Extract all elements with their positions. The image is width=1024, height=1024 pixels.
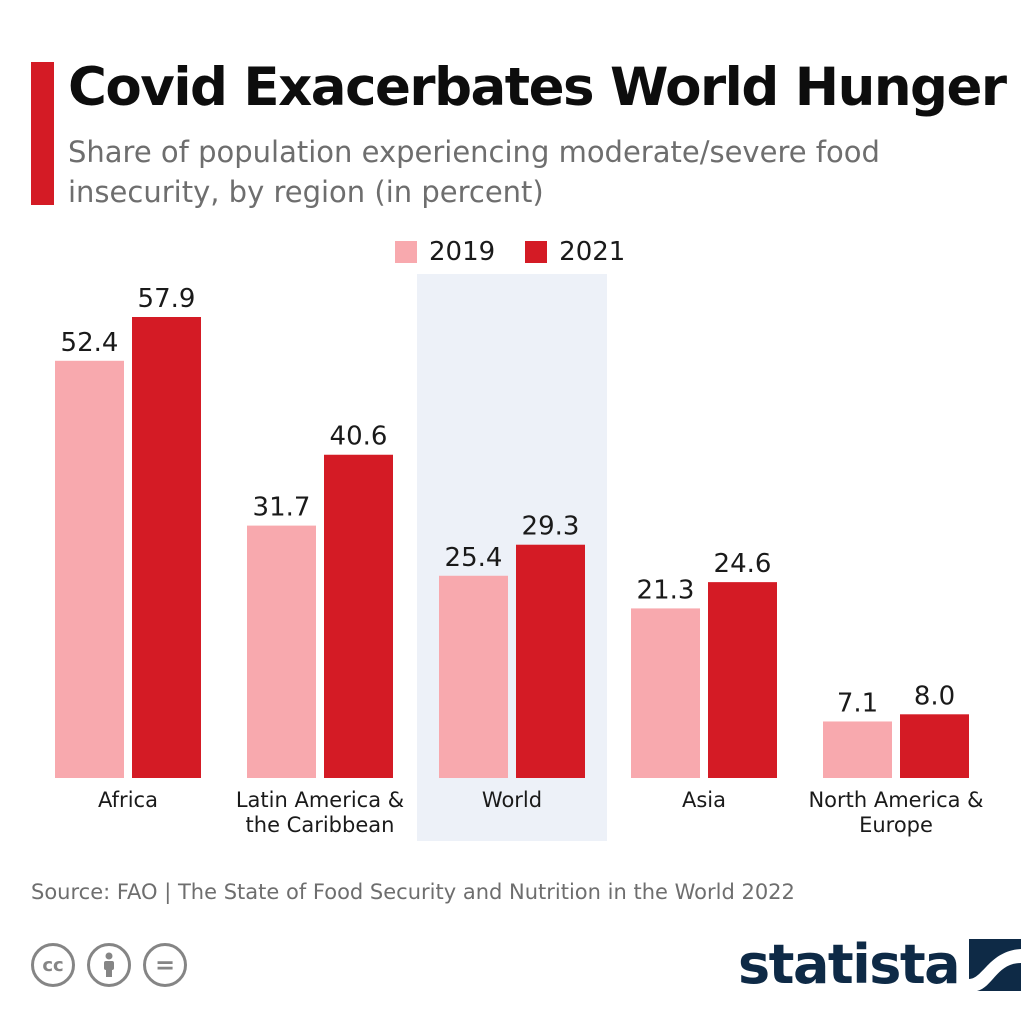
data-label-2021-4: 8.0 — [914, 681, 955, 711]
chart-title: Covid Exacerbates World Hunger — [68, 57, 1007, 118]
bar-2019-0 — [55, 360, 124, 778]
bar-2021-3 — [708, 582, 777, 778]
category-label-1-1: the Caribbean — [246, 813, 395, 837]
bar-2021-0 — [132, 317, 201, 778]
bar-2019-1 — [247, 525, 316, 778]
legend-item-2021: 2021 — [525, 237, 625, 267]
category-label-2-0: World — [482, 788, 542, 812]
legend-label-2019: 2019 — [429, 237, 496, 267]
data-label-2021-0: 57.9 — [138, 284, 196, 314]
category-label-4-0: North America & — [808, 788, 983, 812]
data-label-2019-2: 25.4 — [445, 543, 503, 573]
category-label-0-0: Africa — [98, 788, 158, 812]
statista-mark-icon — [969, 939, 1022, 991]
bar-2019-3 — [631, 608, 700, 778]
bar-2019-4 — [823, 721, 892, 778]
no-derivatives-icon[interactable]: = — [143, 943, 187, 987]
chart-subtitle: Share of population experiencing moderat… — [68, 135, 880, 209]
data-label-2021-2: 29.3 — [522, 512, 580, 542]
statista-logo[interactable]: statista — [738, 933, 1022, 996]
source-note: Source: FAO | The State of Food Security… — [31, 880, 795, 904]
legend-item-2019: 2019 — [395, 237, 495, 267]
logo-text: statista — [738, 933, 961, 996]
legend-label-2021: 2021 — [559, 237, 626, 267]
data-label-2019-0: 52.4 — [61, 328, 119, 358]
bar-2021-4 — [900, 714, 969, 778]
legend: 2019 2021 — [395, 236, 625, 268]
data-label-2019-1: 31.7 — [253, 493, 311, 523]
license-icons: cc = — [31, 943, 187, 987]
bar-2019-2 — [439, 575, 508, 778]
legend-swatch-2021 — [525, 241, 548, 263]
data-label-2021-1: 40.6 — [330, 422, 388, 452]
attribution-icon[interactable] — [87, 943, 131, 987]
title-accent-bar — [31, 62, 54, 205]
cc-icon[interactable]: cc — [31, 943, 75, 987]
bar-2021-1 — [324, 454, 393, 778]
bar-2021-2 — [516, 544, 585, 778]
data-label-2019-4: 7.1 — [837, 688, 878, 718]
category-label-3-0: Asia — [682, 788, 726, 812]
category-label-4-1: Europe — [859, 813, 933, 837]
legend-swatch-2019 — [395, 241, 417, 263]
category-label-1-0: Latin America & — [236, 788, 404, 812]
bar-chart: 52.4 57.9 Africa 31.7 40.6 Latin America &the… — [55, 274, 984, 841]
data-label-2019-3: 21.3 — [637, 575, 695, 605]
data-label-2021-3: 24.6 — [714, 549, 772, 579]
